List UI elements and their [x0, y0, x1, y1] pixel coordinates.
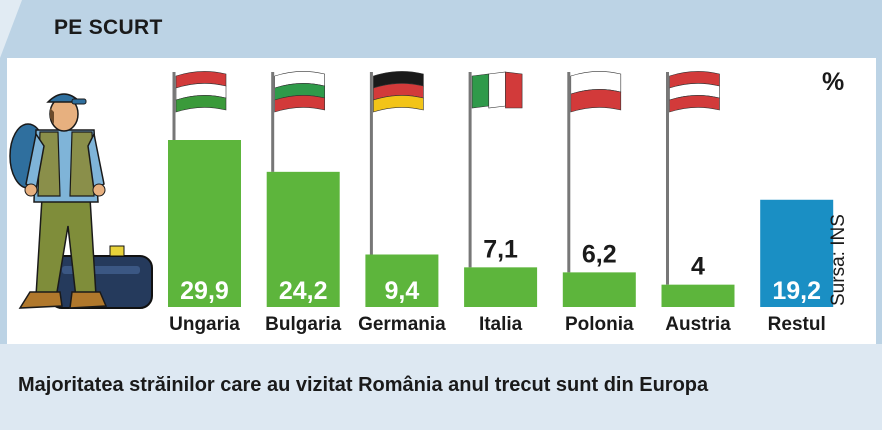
- hungary-flag: [175, 71, 227, 113]
- category-label-italia: Italia: [479, 314, 523, 335]
- bar-germania: [365, 254, 439, 307]
- value-label-bulgaria: 24,2: [279, 277, 328, 305]
- bar-polonia: [562, 272, 636, 307]
- unit-label: %: [822, 68, 845, 96]
- left-border: [0, 58, 7, 344]
- value-label-restul: 19,2: [772, 277, 821, 305]
- value-label-austria: 4: [691, 253, 705, 281]
- category-label-restul: Restul: [768, 314, 826, 335]
- value-label-germania: 9,4: [385, 277, 420, 305]
- austria-flag: [669, 71, 720, 113]
- bar-bulgaria: [266, 171, 340, 307]
- source-label: Sursa: INS: [828, 214, 849, 306]
- right-border: [876, 58, 882, 344]
- poland-flag: [570, 71, 622, 113]
- italy-flag: [471, 71, 523, 109]
- bar-italia: [464, 267, 538, 307]
- bar-ungaria: [168, 140, 241, 307]
- header-title: PE SCURT: [54, 16, 163, 39]
- header-band: [0, 0, 882, 58]
- header-corner-fold: [0, 0, 22, 58]
- bar-austria: [661, 284, 735, 307]
- germany-flag: [373, 71, 424, 113]
- category-label-ungaria: Ungaria: [169, 314, 240, 335]
- bar-restul: [760, 199, 834, 307]
- value-label-italia: 7,1: [483, 235, 518, 263]
- category-label-austria: Austria: [665, 314, 731, 335]
- value-label-ungaria: 29,9: [180, 277, 229, 305]
- category-label-polonia: Polonia: [565, 314, 634, 335]
- bulgaria-flag: [274, 71, 325, 113]
- category-label-germania: Germania: [358, 314, 446, 335]
- footer-band: [0, 344, 882, 430]
- category-label-bulgaria: Bulgaria: [265, 314, 341, 335]
- footer-caption: Majoritatea străinilor care au vizitat R…: [18, 374, 709, 396]
- traveler-illustration: [9, 93, 153, 309]
- value-label-polonia: 6,2: [582, 240, 617, 268]
